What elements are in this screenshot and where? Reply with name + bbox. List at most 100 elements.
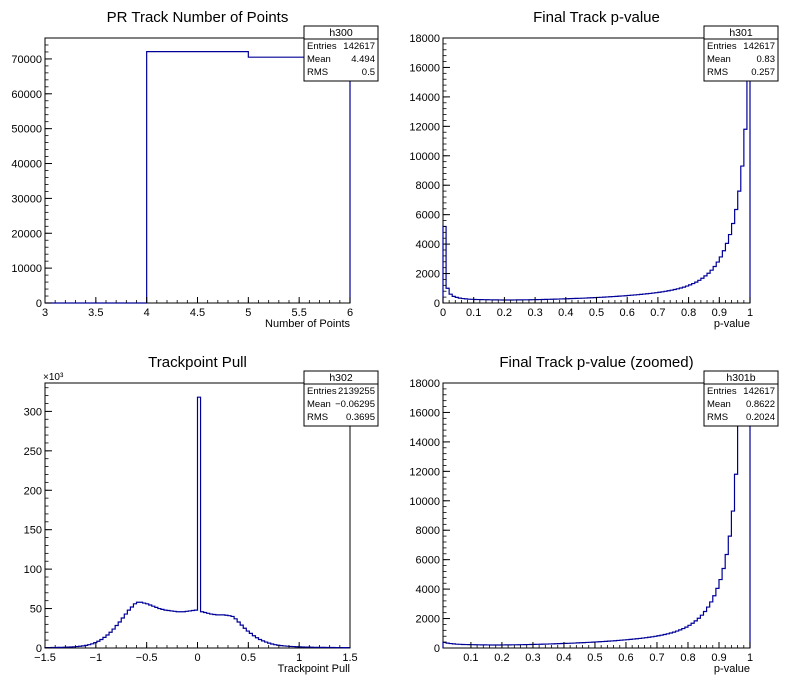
x-tick-label: 5.5 bbox=[292, 307, 307, 319]
stats-name: h301 bbox=[729, 27, 753, 39]
x-tick-label: 1.5 bbox=[342, 652, 357, 664]
stats-value: 142617 bbox=[743, 41, 775, 52]
x-tick-label: 0.5 bbox=[589, 307, 604, 319]
stats-name: h302 bbox=[329, 372, 353, 384]
x-tick-label: 0.8 bbox=[681, 307, 696, 319]
stats-box bbox=[703, 25, 779, 82]
histogram-line bbox=[44, 396, 351, 649]
x-tick-label: 4.5 bbox=[190, 307, 205, 319]
x-tick-label: 0 bbox=[440, 307, 446, 319]
histogram-line bbox=[442, 74, 751, 303]
x-tick-label: 0.9 bbox=[712, 307, 727, 319]
stats-value: 0.8622 bbox=[746, 399, 775, 410]
x-tick-label: −0.5 bbox=[136, 652, 158, 664]
stats-label: RMS bbox=[707, 67, 728, 78]
stats-value: 2139255 bbox=[338, 386, 375, 397]
y-tick-label: 12000 bbox=[409, 121, 440, 133]
x-tick-label: 1 bbox=[747, 652, 753, 664]
y-tick-label: 0 bbox=[36, 643, 42, 655]
y-tick-label: 0 bbox=[36, 298, 42, 310]
chart-title: Final Track p-value bbox=[533, 9, 660, 26]
y-tick-label: 18000 bbox=[409, 378, 440, 390]
y-tick-label: 0 bbox=[434, 643, 440, 655]
y-tick-label: 10000 bbox=[11, 263, 42, 275]
y-tick-label: 150 bbox=[24, 525, 42, 537]
chart-title: Trackpoint Pull bbox=[148, 354, 247, 371]
y-tick-label: 16000 bbox=[409, 407, 440, 419]
stats-label: Entries bbox=[707, 41, 737, 52]
x-tick-label: 0.2 bbox=[497, 307, 512, 319]
stats-value: 0.2024 bbox=[746, 412, 775, 423]
y-tick-label: 40000 bbox=[11, 159, 42, 171]
stats-name: h301b bbox=[726, 372, 755, 384]
y-tick-label: 6000 bbox=[416, 210, 440, 222]
y-tick-label: 0 bbox=[434, 298, 440, 310]
y-tick-label: 10000 bbox=[409, 151, 440, 163]
stats-label: RMS bbox=[707, 412, 728, 423]
y-tick-label: 70000 bbox=[11, 54, 42, 66]
stats-box bbox=[303, 25, 379, 82]
x-tick-label: 1 bbox=[296, 652, 302, 664]
stats-label: RMS bbox=[307, 67, 328, 78]
stats-box bbox=[303, 370, 379, 427]
y-tick-label: 4000 bbox=[416, 239, 440, 251]
stats-label: Entries bbox=[307, 386, 337, 397]
chart-title: Final Track p-value (zoomed) bbox=[499, 354, 693, 371]
stats-label: Mean bbox=[307, 399, 331, 410]
x-tick-label: 6 bbox=[347, 307, 353, 319]
stats-value: 4.494 bbox=[351, 54, 375, 65]
y-tick-label: 60000 bbox=[11, 89, 42, 101]
stats-label: Mean bbox=[307, 54, 331, 65]
histogram-line bbox=[442, 419, 751, 648]
y-tick-label: 2000 bbox=[416, 269, 440, 281]
x-tick-label: 4 bbox=[144, 307, 150, 319]
x-tick-label: 0.4 bbox=[556, 652, 571, 664]
y-tick-label: 8000 bbox=[416, 180, 440, 192]
x-tick-label: 0.6 bbox=[618, 652, 633, 664]
x-tick-label: 5 bbox=[245, 307, 251, 319]
x-axis-label: p-value bbox=[714, 663, 750, 675]
x-tick-label: −1 bbox=[90, 652, 103, 664]
x-tick-label: 1 bbox=[747, 307, 753, 319]
stats-value: 0.5 bbox=[362, 67, 375, 78]
stats-value: 0.257 bbox=[751, 67, 775, 78]
x-tick-label: 0.2 bbox=[494, 652, 509, 664]
y-tick-label: 14000 bbox=[409, 437, 440, 449]
y-tick-label: 250 bbox=[24, 446, 42, 458]
stats-label: Mean bbox=[707, 399, 731, 410]
y-tick-label: 50000 bbox=[11, 124, 42, 136]
chart-title: PR Track Number of Points bbox=[107, 9, 289, 26]
x-tick-label: 0.8 bbox=[680, 652, 695, 664]
x-axis-label: p-value bbox=[714, 318, 750, 330]
y-tick-label: 18000 bbox=[409, 33, 440, 45]
y-tick-label: 300 bbox=[24, 406, 42, 418]
x-tick-label: 0.1 bbox=[466, 307, 481, 319]
y-tick-label: 200 bbox=[24, 485, 42, 497]
y-tick-label: 100 bbox=[24, 564, 42, 576]
stats-value: 0.3695 bbox=[346, 412, 375, 423]
stats-label: RMS bbox=[307, 412, 328, 423]
x-tick-label: 0.3 bbox=[525, 652, 540, 664]
x-tick-label: 0.9 bbox=[711, 652, 726, 664]
y-exponent-label: ×10³ bbox=[43, 372, 64, 383]
stats-value: 142617 bbox=[743, 386, 775, 397]
stats-label: Entries bbox=[307, 41, 337, 52]
y-tick-label: 20000 bbox=[11, 228, 42, 240]
x-tick-label: 3 bbox=[42, 307, 48, 319]
x-tick-label: 0.4 bbox=[558, 307, 573, 319]
x-tick-label: 0.6 bbox=[620, 307, 635, 319]
x-axis-label: Trackpoint Pull bbox=[278, 663, 350, 675]
y-tick-label: 30000 bbox=[11, 193, 42, 205]
x-tick-label: 0.7 bbox=[649, 652, 664, 664]
y-tick-label: 2000 bbox=[416, 614, 440, 626]
x-tick-label: 0.7 bbox=[650, 307, 665, 319]
x-tick-label: −1.5 bbox=[34, 652, 56, 664]
y-tick-label: 6000 bbox=[416, 555, 440, 567]
x-axis-label: Number of Points bbox=[265, 318, 350, 330]
x-tick-label: 0.1 bbox=[463, 652, 478, 664]
y-tick-label: 8000 bbox=[416, 525, 440, 537]
y-tick-label: 14000 bbox=[409, 92, 440, 104]
x-tick-label: 0.3 bbox=[527, 307, 542, 319]
